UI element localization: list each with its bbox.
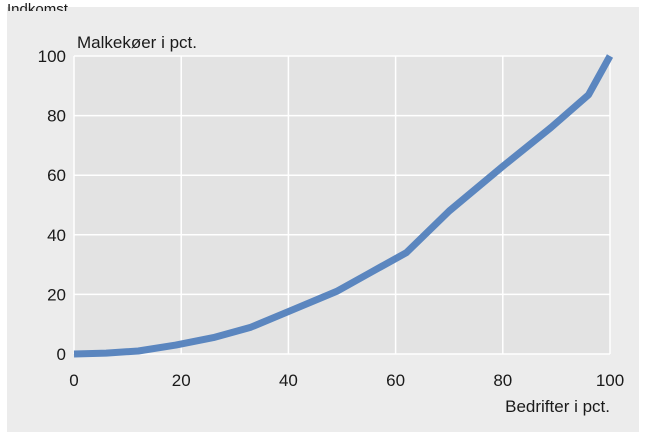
x-tick-labels: 0 20 40 60 80 100 xyxy=(69,371,624,390)
header-fragment: Indkomst xyxy=(7,1,68,11)
y-tick-label: 100 xyxy=(38,47,66,66)
y-tick-label: 60 xyxy=(47,166,66,185)
y-tick-label: 0 xyxy=(57,345,66,364)
y-axis-label: Malkekøer i pct. xyxy=(77,33,197,52)
x-tick-label: 40 xyxy=(279,371,298,390)
y-tick-label: 40 xyxy=(47,226,66,245)
x-tick-label: 80 xyxy=(493,371,512,390)
x-axis-label: Bedrifter i pct. xyxy=(505,397,610,416)
y-tick-label: 20 xyxy=(47,285,66,304)
chart-figure: Indkomst 0 20 40 60 80 100 0 20 40 60 80 100 Malke… xyxy=(7,1,639,432)
series-group xyxy=(73,54,614,358)
x-tick-label: 100 xyxy=(596,371,624,390)
y-tick-label: 80 xyxy=(47,107,66,126)
x-tick-label: 60 xyxy=(386,371,405,390)
line-chart: 0 20 40 60 80 100 0 20 40 60 80 100 Malkekøer i pc… xyxy=(38,33,625,416)
series-line xyxy=(73,54,614,358)
plot-area xyxy=(74,56,610,354)
x-tick-label: 20 xyxy=(172,371,191,390)
y-tick-labels: 0 20 40 60 80 100 xyxy=(38,47,66,364)
x-tick-label: 0 xyxy=(69,371,78,390)
grid-lines xyxy=(73,55,611,355)
